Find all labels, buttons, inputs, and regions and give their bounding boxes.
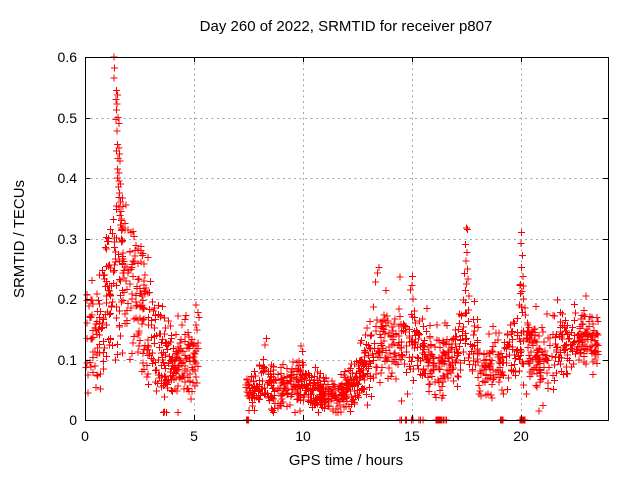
y-tick-label: 0.2 [58,291,78,307]
scatter-markers [82,53,602,424]
y-axis-label: SRMTID / TECUs [11,180,28,298]
scatter-points [82,53,602,424]
x-tick-label: 20 [513,428,529,444]
chart-title: Day 260 of 2022, SRMTID for receiver p80… [200,18,493,35]
x-axis-label: GPS time / hours [289,452,403,469]
y-tick-label: 0.3 [58,231,78,247]
y-tick-label: 0.4 [58,170,78,186]
y-tick-label: 0.1 [58,352,78,368]
y-tick-label: 0 [69,412,77,428]
y-tick-label: 0.6 [58,49,78,65]
tick-labels: 0 5 10 15 20 0 0.1 0.2 0.3 0.4 0.5 0.6 [58,49,529,444]
tick-marks [85,57,608,421]
x-tick-label: 0 [81,428,89,444]
x-tick-label: 10 [295,428,311,444]
x-tick-label: 15 [404,428,420,444]
x-tick-label: 5 [190,428,198,444]
y-tick-label: 0.5 [58,110,78,126]
